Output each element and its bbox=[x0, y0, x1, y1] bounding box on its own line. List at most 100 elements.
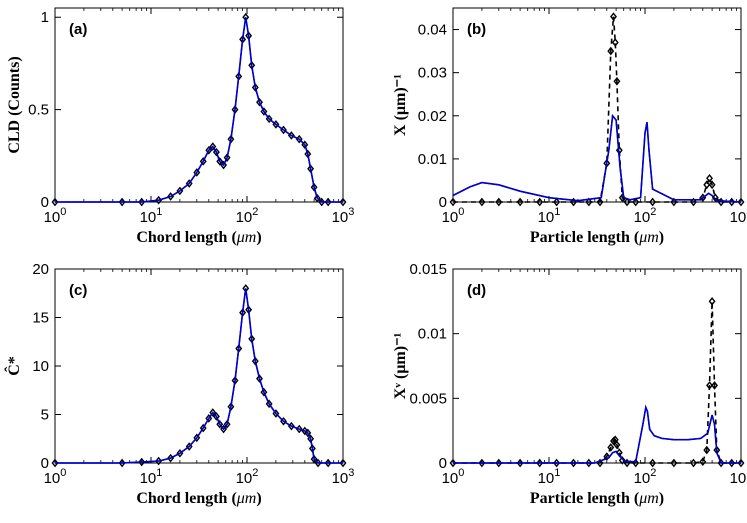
data-point-model bbox=[251, 83, 259, 92]
x-tick-label: 100 bbox=[442, 467, 465, 487]
x-tick-label: 103 bbox=[730, 467, 747, 487]
panel-tag: (d) bbox=[467, 282, 486, 299]
data-point-model bbox=[223, 419, 231, 429]
x-axis-label-tail: ) bbox=[659, 229, 664, 246]
x-tick-base: 10 bbox=[236, 470, 253, 487]
data-point-model bbox=[607, 46, 615, 56]
x-tick-label: 102 bbox=[634, 206, 657, 226]
data-point-model bbox=[216, 157, 224, 166]
x-tick-base: 10 bbox=[44, 470, 61, 487]
x-tick-exponent: 1 bbox=[554, 467, 560, 479]
data-point-model bbox=[613, 440, 621, 450]
data-point-model bbox=[536, 458, 544, 468]
y-axis-label: Xᵛ (μm)⁻¹ bbox=[392, 332, 409, 399]
x-axis-label-tail: ) bbox=[256, 229, 261, 246]
data-point-model bbox=[310, 182, 318, 192]
series-line-measured bbox=[453, 404, 741, 464]
y-tick-label: 0.04 bbox=[418, 22, 447, 39]
data-point-model bbox=[670, 458, 678, 468]
data-point-model bbox=[209, 142, 217, 151]
y-tick-label: 10 bbox=[32, 358, 49, 375]
data-point-model bbox=[256, 97, 263, 107]
x-tick-exponent: 2 bbox=[252, 467, 258, 479]
data-point-model bbox=[703, 445, 711, 455]
data-point-model bbox=[51, 458, 59, 468]
data-point-model bbox=[51, 197, 59, 207]
x-tick-label: 100 bbox=[44, 206, 67, 226]
series-line-model bbox=[453, 16, 741, 203]
x-axis-label: Particle length (μm) bbox=[530, 229, 664, 246]
x-tick-exponent: 1 bbox=[554, 206, 560, 218]
data-point-model bbox=[199, 157, 207, 166]
y-tick-label: 20 bbox=[32, 261, 49, 278]
y-tick-label: 0 bbox=[41, 455, 49, 472]
x-tick-label: 101 bbox=[140, 467, 163, 487]
panel-b: 10010110210300.010.020.030.04(b)Particle… bbox=[392, 7, 747, 246]
data-point-model bbox=[199, 423, 207, 433]
data-point-model bbox=[260, 107, 268, 116]
axes-frame bbox=[452, 268, 742, 464]
x-axis-label-unit: μm bbox=[638, 229, 659, 246]
x-axis-label-main: Chord length ( bbox=[136, 229, 236, 246]
x-tick-exponent: 0 bbox=[458, 206, 464, 218]
series-line-measured bbox=[55, 17, 343, 203]
data-point-model bbox=[611, 38, 619, 47]
y-tick-label: 0.02 bbox=[418, 108, 447, 125]
data-point-model bbox=[728, 458, 736, 468]
data-point-model bbox=[478, 197, 486, 207]
x-tick-base: 10 bbox=[236, 209, 253, 226]
x-axis-label: Chord length (μm) bbox=[136, 229, 261, 246]
x-tick-label: 101 bbox=[140, 206, 163, 226]
y-tick-label: 1 bbox=[41, 9, 49, 26]
x-tick-label: 103 bbox=[730, 206, 747, 226]
x-axis-label-unit: μm bbox=[236, 229, 257, 246]
x-axis-label: Chord length (μm) bbox=[136, 490, 261, 507]
y-tick-label: 5 bbox=[41, 407, 49, 424]
data-point-model bbox=[706, 173, 713, 183]
data-point-model bbox=[670, 197, 678, 207]
data-point-model bbox=[265, 399, 273, 409]
data-point-model bbox=[610, 436, 617, 446]
y-tick-label: 0 bbox=[439, 194, 447, 211]
data-point-model bbox=[516, 197, 524, 207]
data-point-model bbox=[185, 179, 193, 188]
y-axis-label: Ĉ* bbox=[3, 356, 23, 376]
x-tick-label: 100 bbox=[442, 206, 465, 226]
data-point-model bbox=[193, 168, 201, 177]
x-axis-label-unit: μm bbox=[638, 490, 659, 507]
data-point-model bbox=[553, 458, 561, 468]
y-tick-label: 0.005 bbox=[409, 390, 447, 407]
series-line-measured bbox=[452, 113, 742, 203]
data-point-model bbox=[690, 197, 697, 207]
x-axis-label-tail: ) bbox=[256, 490, 261, 507]
x-axis-label-main: Chord length ( bbox=[136, 490, 236, 507]
data-point-model bbox=[610, 12, 617, 21]
x-tick-base: 10 bbox=[634, 209, 651, 226]
data-point-model bbox=[212, 147, 220, 157]
y-tick-label: 15 bbox=[32, 310, 49, 327]
data-point-model bbox=[272, 409, 280, 418]
data-point-model bbox=[708, 180, 716, 190]
data-point-model bbox=[223, 153, 231, 162]
data-point-model bbox=[649, 458, 657, 468]
x-tick-exponent: 2 bbox=[650, 206, 656, 218]
data-point-model bbox=[138, 457, 146, 467]
data-point-model bbox=[699, 457, 707, 467]
x-tick-base: 10 bbox=[442, 209, 459, 226]
data-point-model bbox=[227, 402, 235, 412]
series-line-overlay bbox=[453, 404, 741, 464]
data-point-model bbox=[649, 197, 657, 207]
x-tick-label: 102 bbox=[236, 206, 259, 226]
data-point-model bbox=[138, 197, 146, 207]
data-point-model bbox=[324, 458, 332, 468]
panel-tag: (c) bbox=[69, 282, 87, 299]
axes-frame bbox=[54, 7, 344, 203]
data-point-model bbox=[737, 197, 745, 207]
series-line-overlay bbox=[55, 17, 343, 203]
data-point-model bbox=[603, 452, 611, 461]
data-point-model bbox=[607, 443, 615, 452]
y-tick-label: 0.01 bbox=[418, 151, 447, 168]
data-point-model bbox=[251, 356, 259, 366]
x-axis-label-unit: μm bbox=[236, 490, 257, 507]
